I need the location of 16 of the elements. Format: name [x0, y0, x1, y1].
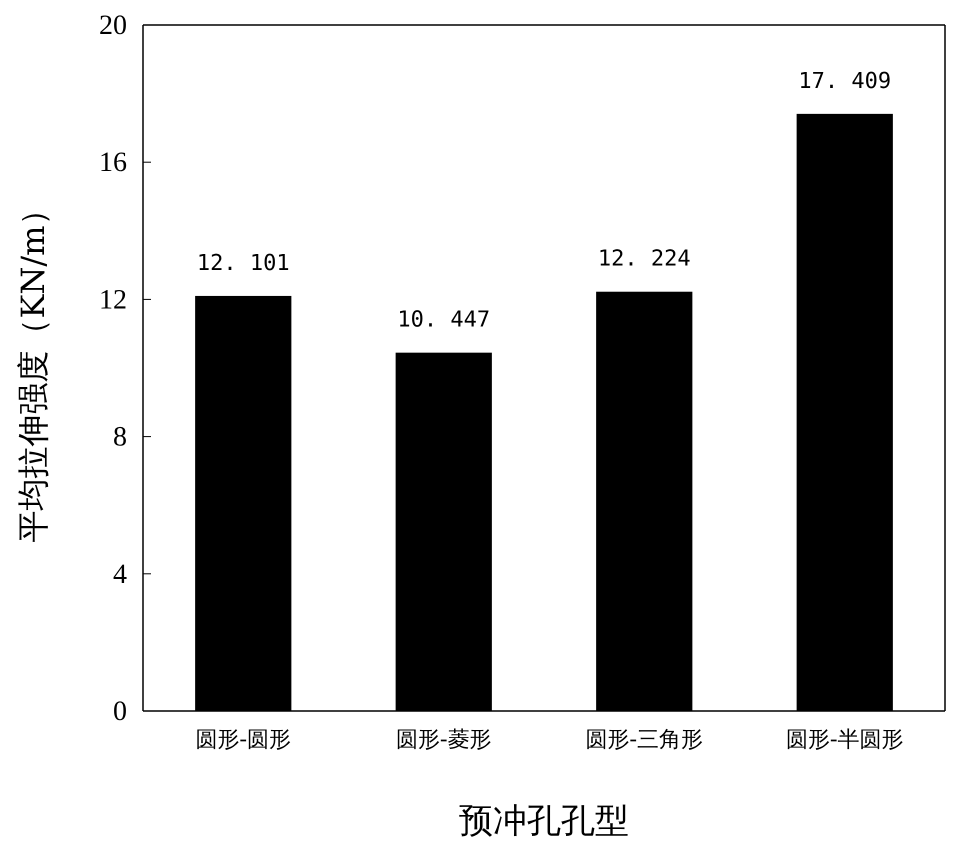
- x-tick-label: 圆形-圆形: [195, 728, 292, 753]
- y-tick-label: 16: [99, 147, 127, 178]
- y-tick-label: 8: [113, 422, 127, 453]
- y-tick-label: 12: [99, 284, 127, 316]
- x-tick-label: 圆形-半圆形: [786, 728, 904, 753]
- x-tick-label: 圆形-菱形: [396, 728, 492, 753]
- data-label: 17. 409: [798, 68, 892, 94]
- y-tick-label: 20: [99, 10, 127, 41]
- y-axis-title: 平均拉伸强度（KN/m）: [14, 193, 52, 543]
- x-tick-label: 圆形-三角形: [585, 728, 704, 753]
- data-label: 12. 101: [196, 250, 290, 276]
- data-label: 12. 224: [598, 246, 691, 272]
- x-axis-title: 预冲孔孔型: [459, 801, 629, 841]
- data-label: 10. 447: [397, 308, 490, 333]
- y-tick-label: 4: [113, 558, 127, 590]
- y-tick-label: 0: [113, 696, 127, 727]
